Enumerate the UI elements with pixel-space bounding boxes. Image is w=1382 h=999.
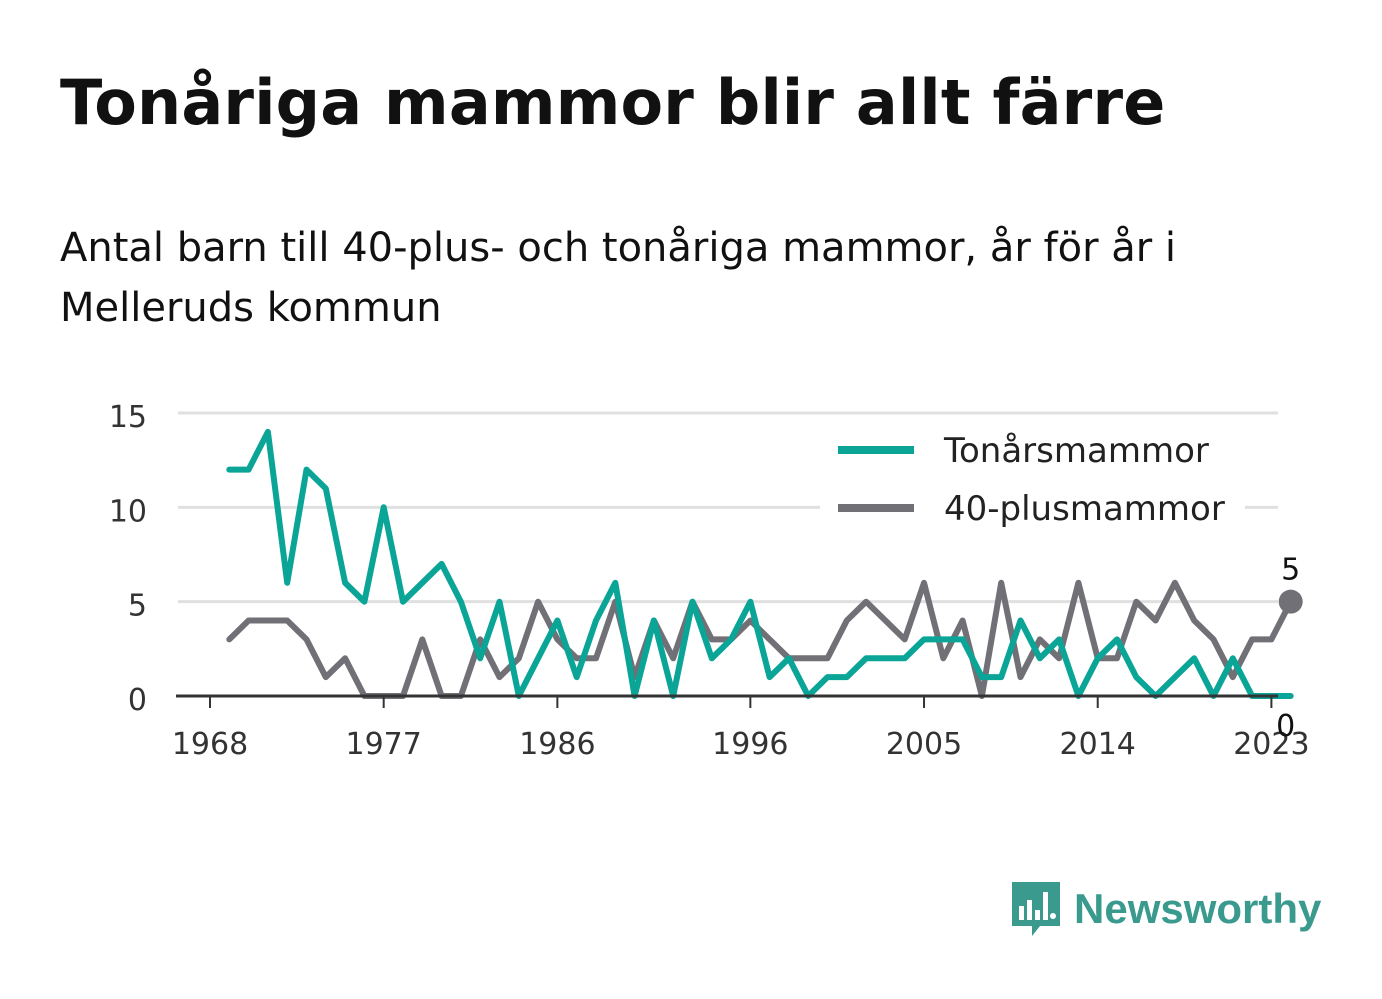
- x-tick-label: 2023: [1233, 727, 1309, 762]
- legend-background: [820, 425, 1245, 535]
- y-tick-label: 15: [109, 400, 147, 435]
- newsworthy-logo: Newsworthy: [1010, 878, 1321, 940]
- x-tick-label: 1968: [172, 727, 248, 762]
- x-tick-label: 1977: [346, 727, 422, 762]
- legend-label: 40-plusmammor: [944, 489, 1225, 529]
- x-tick-label: 1996: [712, 727, 788, 762]
- y-tick-label: 10: [109, 494, 147, 529]
- end-label-tonarsmammor: 0: [1276, 709, 1295, 744]
- end-label-40-plusmammor: 5: [1281, 553, 1300, 588]
- series-line-tonarsmammor: [226, 428, 1294, 699]
- chart-subtitle: Antal barn till 40-plus- och tonåriga ma…: [60, 225, 1177, 331]
- legend: Tonårsmammor 40-plusmammor: [820, 425, 1245, 535]
- brand-name: Newsworthy: [1074, 885, 1322, 932]
- y-axis: 0 5 10 15: [109, 400, 147, 718]
- end-labels: 50: [1276, 553, 1303, 744]
- x-tick-label: 2014: [1060, 727, 1136, 762]
- x-tick-label: 2005: [886, 727, 962, 762]
- legend-label: Tonårsmammor: [943, 431, 1209, 471]
- x-axis: 1968 1977 1986 1996 2005 2014 2023: [172, 694, 1310, 762]
- series-lines: [226, 428, 1294, 699]
- y-tick-label: 5: [128, 589, 147, 624]
- chart-title: Tonåriga mammor blir allt färre: [60, 66, 1166, 139]
- y-tick-label: 0: [128, 683, 147, 718]
- x-tick-label: 1986: [519, 727, 595, 762]
- end-point-40-plusmammor: [1278, 589, 1303, 614]
- newsworthy-logo-icon: [1012, 882, 1060, 936]
